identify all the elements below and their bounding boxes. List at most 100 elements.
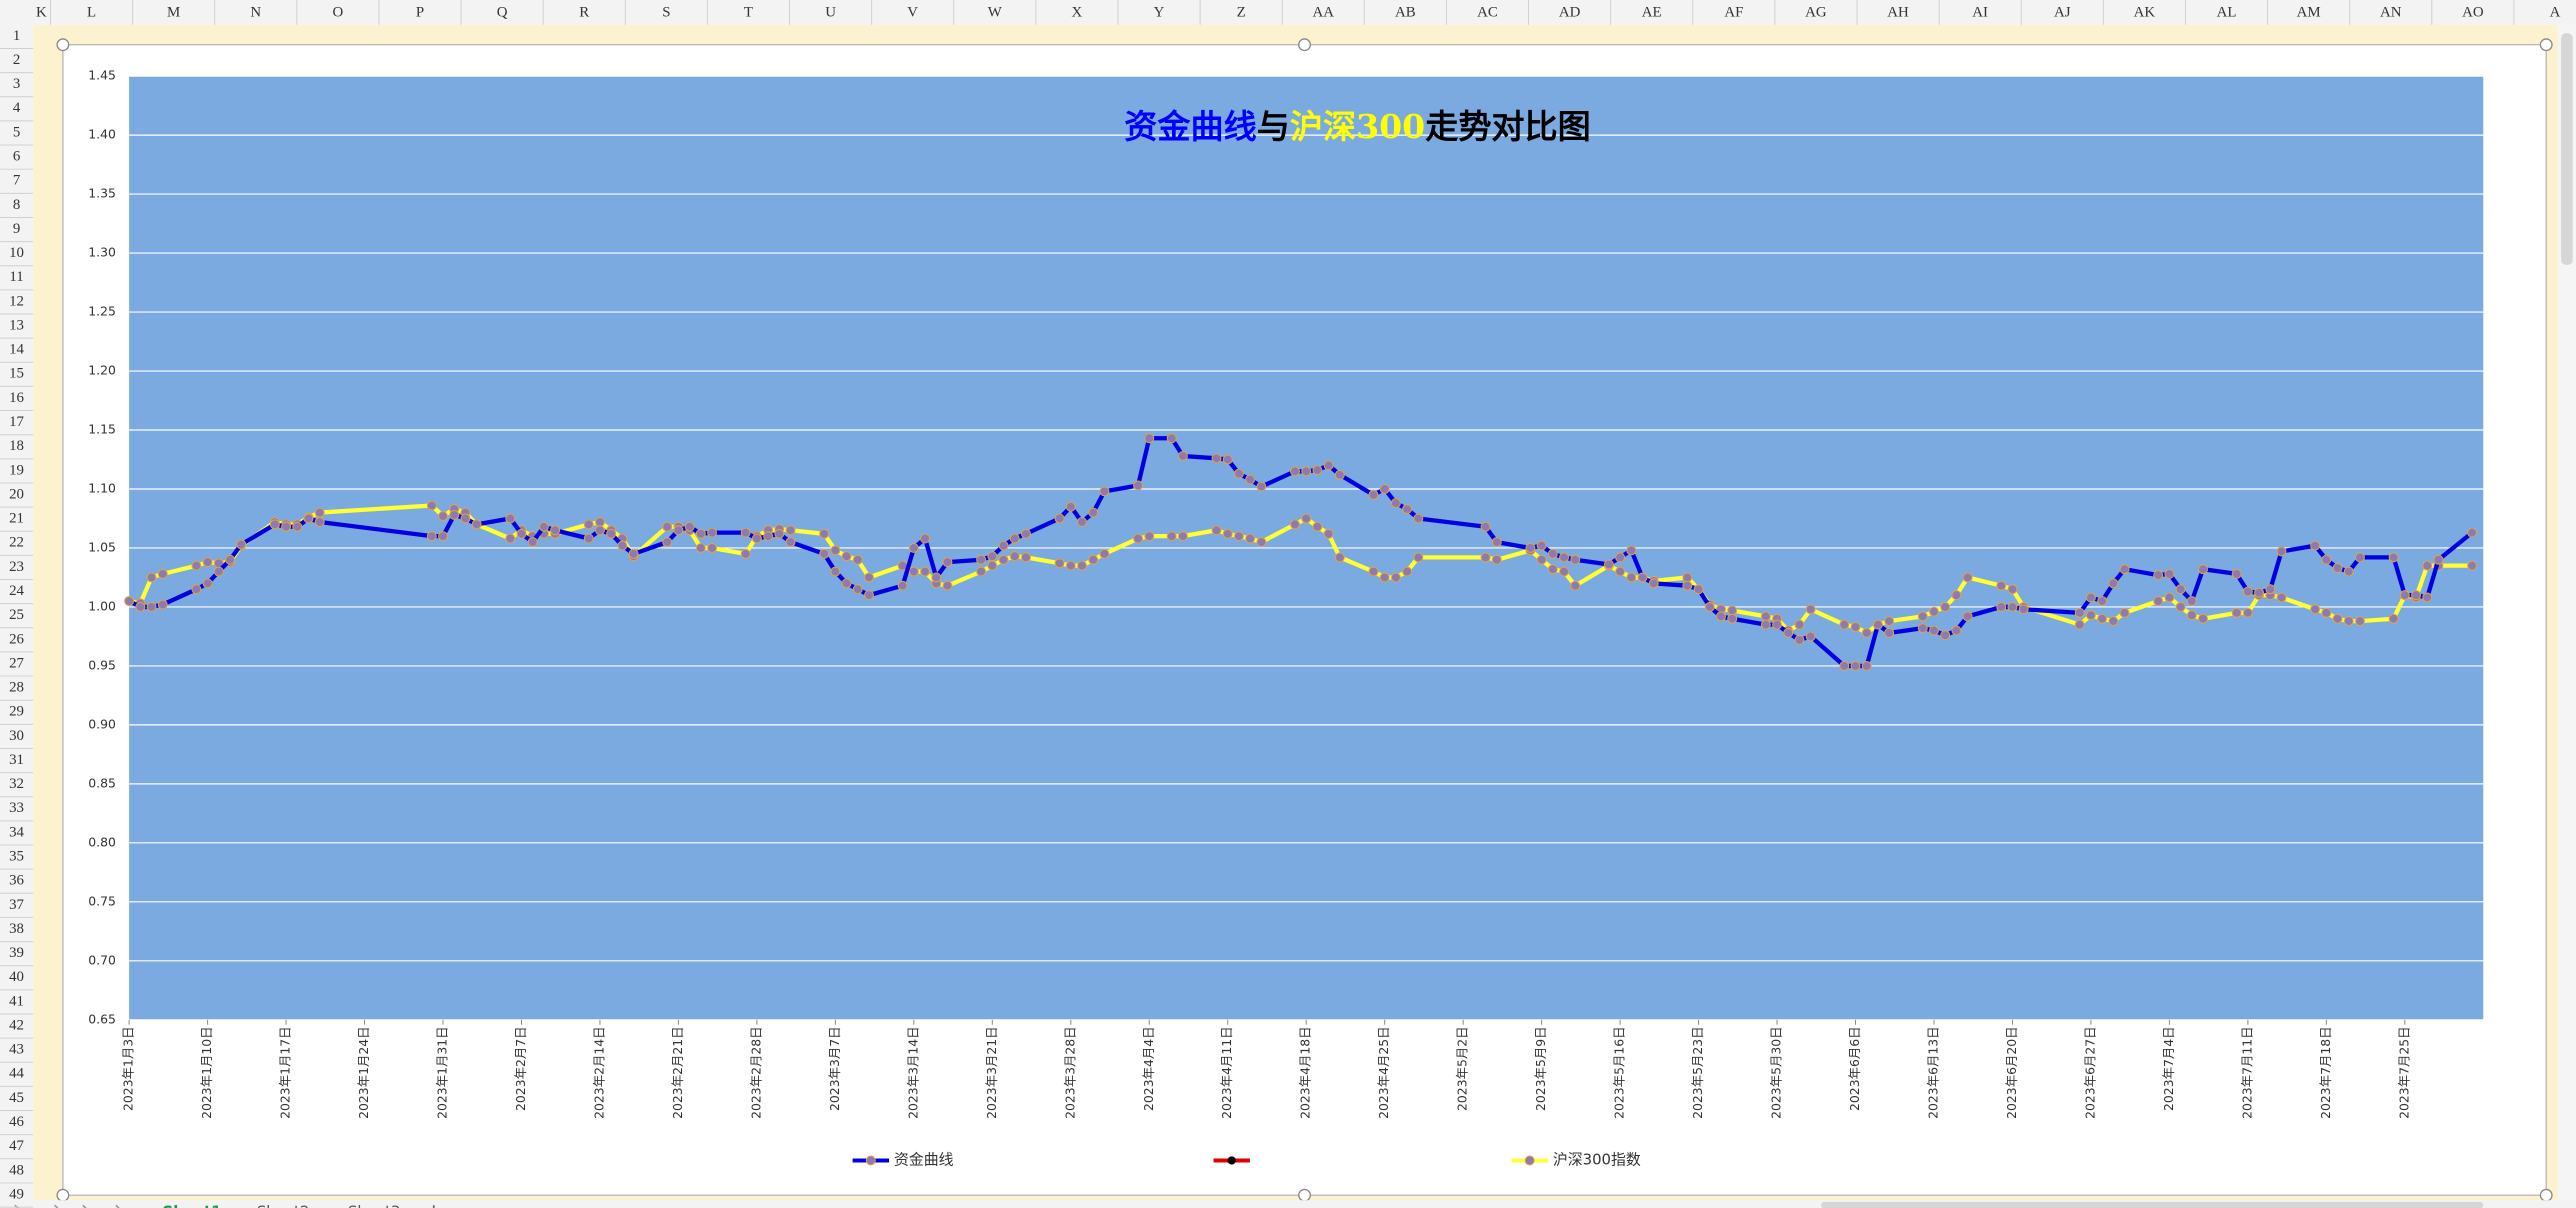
column-header: Q [497,5,508,21]
x-tick-label: 2023年5月16日 [1612,1026,1627,1118]
data-point [1368,489,1379,500]
row-header: 29 [9,704,24,720]
column-header: AD [1559,5,1581,21]
data-point [1245,474,1256,485]
data-point [2242,607,2253,618]
data-point [1413,513,1424,524]
data-point [1301,466,1312,477]
row-header: 14 [9,342,24,358]
x-tick-label: 2023年4月25日 [1376,1026,1391,1118]
row-header: 19 [9,462,24,478]
handle[interactable] [2539,38,2553,52]
handle[interactable] [56,38,70,52]
row-header: 25 [9,607,24,623]
row-header: 15 [9,366,24,382]
data-point [1009,533,1020,544]
data-point [1334,469,1345,480]
data-point [1962,572,1973,583]
sheet-tab[interactable]: Sheet2 [257,1203,309,1208]
sheet-tab[interactable]: Sheet1 [163,1203,222,1208]
data-point [505,513,516,524]
data-point [1682,572,1693,583]
x-tick-label: 2023年4月18日 [1298,1026,1313,1118]
column-header: U [825,5,836,21]
data-point [1917,611,1928,622]
data-point [1648,578,1659,589]
row-header: 32 [9,776,24,792]
data-point [213,566,224,577]
data-point [2422,560,2433,571]
row-header: 17 [9,414,24,430]
data-point [1805,604,1816,615]
data-point [1536,554,1547,565]
vertical-scrollbar[interactable] [2557,24,2576,1201]
data-point [785,525,796,536]
data-point [1480,521,1491,532]
column-header: Z [1237,5,1246,21]
column-header: V [907,5,918,21]
data-point [1940,601,1951,612]
data-point [281,521,292,532]
data-point [1872,619,1883,630]
row-header: 43 [9,1042,24,1058]
data-point [2153,596,2164,607]
y-tick-label: 1.25 [88,304,116,319]
data-point [1805,631,1816,642]
data-point [2242,586,2253,597]
x-tick-label: 2023年6月6日 [1847,1026,1862,1111]
x-tick-label: 2023年6月27日 [2082,1026,2097,1118]
data-point [202,557,213,568]
data-point [2231,568,2242,579]
data-point [942,557,953,568]
data-point [1054,513,1065,524]
x-tick-label: 2023年7月18日 [2318,1026,2333,1118]
add-sheet[interactable] [429,1205,439,1208]
x-tick-label: 2023年7月25日 [2396,1026,2411,1118]
y-tick-label: 0.70 [88,952,116,967]
data-point [1570,580,1581,591]
data-point [2198,564,2208,575]
data-point [1547,564,1558,575]
title-part: 与 [1257,107,1290,146]
data-point [157,568,168,579]
column-header: S [662,5,670,21]
column-header: Y [1154,5,1165,21]
handle[interactable] [2539,1188,2553,1202]
data-point [841,578,852,589]
y-tick-label: 1.10 [88,480,116,495]
row-header: 7 [13,173,21,189]
handle[interactable] [1298,38,1312,52]
data-point [583,533,594,544]
data-point [1020,528,1031,539]
scroll-thumb[interactable] [2561,33,2573,265]
x-tick-label: 2023年5月2日 [1455,1026,1470,1111]
column-header: AI [1972,5,1988,21]
data-point [908,566,919,577]
data-point [819,548,830,559]
data-point [1929,606,1939,617]
row-header: 44 [9,1066,24,1082]
x-tick-label: 2023年5月23日 [1690,1026,1705,1118]
data-point [2343,616,2354,627]
data-point [236,539,247,550]
data-point [1144,433,1155,444]
data-point [1996,601,2007,612]
title-part: 沪深300 [1290,107,1425,146]
data-point [516,528,527,539]
data-point [2321,554,2332,565]
data-point [1682,580,1693,591]
sheet-tab[interactable]: Sheet3 [348,1203,400,1208]
data-point [2276,592,2287,603]
horizontal-scroll-thumb[interactable] [1821,1201,2484,1208]
data-point [1065,560,1076,571]
data-point [695,528,706,539]
data-point [2399,590,2410,601]
data-point [1256,481,1267,492]
handle[interactable] [56,1188,70,1202]
handle[interactable] [1298,1188,1312,1202]
data-point [2085,592,2096,603]
x-tick-label: 2023年2月7日 [513,1026,528,1111]
data-point [1077,560,1087,571]
row-header: 1 [13,28,20,44]
